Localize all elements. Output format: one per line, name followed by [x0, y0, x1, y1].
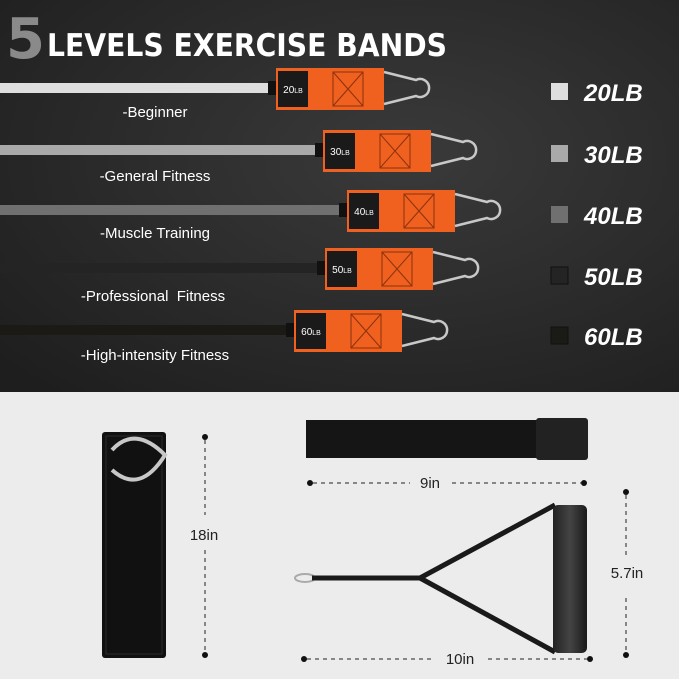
- band-tag: [327, 251, 357, 287]
- page-title: LEVELS EXERCISE BANDS: [47, 28, 447, 64]
- legend-swatch: [551, 83, 568, 100]
- handle-length: 10in: [446, 651, 474, 668]
- band-level-label: -General Fitness: [100, 168, 211, 185]
- carabiner-icon: [430, 132, 478, 168]
- legend-swatch: [551, 145, 568, 162]
- carabiner-icon: [383, 70, 431, 106]
- legend-label: 40LB: [583, 203, 643, 230]
- legend-swatch: [551, 206, 568, 223]
- stitch-box: [381, 251, 413, 287]
- band-tube: [0, 83, 270, 93]
- carabiner-icon: [454, 192, 502, 228]
- carabiner-icon: [432, 250, 480, 286]
- carabiner-icon: [401, 312, 449, 348]
- band-end-cap: [339, 203, 349, 217]
- band-level-label: -Beginner: [122, 104, 187, 121]
- stitch-box: [332, 71, 364, 107]
- dimension-9in: 9in: [307, 475, 587, 492]
- band-50lb: 50LB -Professional Fitness 50LB: [0, 248, 643, 305]
- title-number: 5: [6, 7, 45, 72]
- exercise-handle: [294, 502, 587, 655]
- band-20lb: 20LB -Beginner 20LB: [0, 68, 643, 121]
- door-anchor: [102, 432, 168, 658]
- ankle-strap: [306, 418, 588, 460]
- handle-height: 5.7in: [611, 565, 644, 582]
- band-30lb: 30LB -General Fitness 30LB: [0, 130, 643, 185]
- band-end-cap: [315, 143, 325, 157]
- band-tag-label: 40LB: [354, 207, 374, 218]
- band-level-label: -Professional Fitness: [81, 288, 225, 305]
- band-tube: [0, 145, 317, 155]
- band-end-cap: [286, 323, 296, 337]
- band-tube: [0, 205, 341, 215]
- band-level-label: -Muscle Training: [100, 225, 210, 242]
- legend-swatch: [550, 266, 569, 285]
- door-anchor-length: 18in: [190, 527, 218, 544]
- stitch-box: [379, 133, 411, 169]
- ankle-strap-length: 9in: [420, 475, 440, 492]
- dimension-10in: 10in: [301, 651, 593, 668]
- stitch-box: [350, 313, 382, 349]
- legend-label: 30LB: [584, 142, 643, 169]
- band-tag-label: 60LB: [301, 327, 321, 338]
- band-40lb: 40LB -Muscle Training 40LB: [0, 190, 643, 242]
- dimension-5-7in: 5.7in: [611, 489, 644, 658]
- band-tube: [0, 325, 288, 335]
- band-tube: [0, 263, 319, 273]
- band-tag-label: 20LB: [283, 85, 303, 96]
- band-tag: [349, 193, 379, 229]
- legend-label: 20LB: [583, 80, 643, 107]
- legend-label: 50LB: [584, 264, 643, 291]
- dimension-18in: 18in: [190, 434, 218, 658]
- band-level-label: -High-intensity Fitness: [81, 347, 229, 364]
- band-end-cap: [317, 261, 327, 275]
- band-tag: [325, 133, 355, 169]
- band-60lb: 60LB -High-intensity Fitness 60LB: [0, 310, 643, 364]
- band-tag: [296, 313, 326, 349]
- band-tag-label: 50LB: [332, 265, 352, 276]
- stitch-box: [403, 193, 435, 229]
- band-end-cap: [268, 81, 278, 95]
- band-tag-label: 30LB: [330, 147, 350, 158]
- band-tag: [278, 71, 308, 107]
- legend-swatch: [550, 326, 569, 345]
- legend-label: 60LB: [584, 324, 643, 351]
